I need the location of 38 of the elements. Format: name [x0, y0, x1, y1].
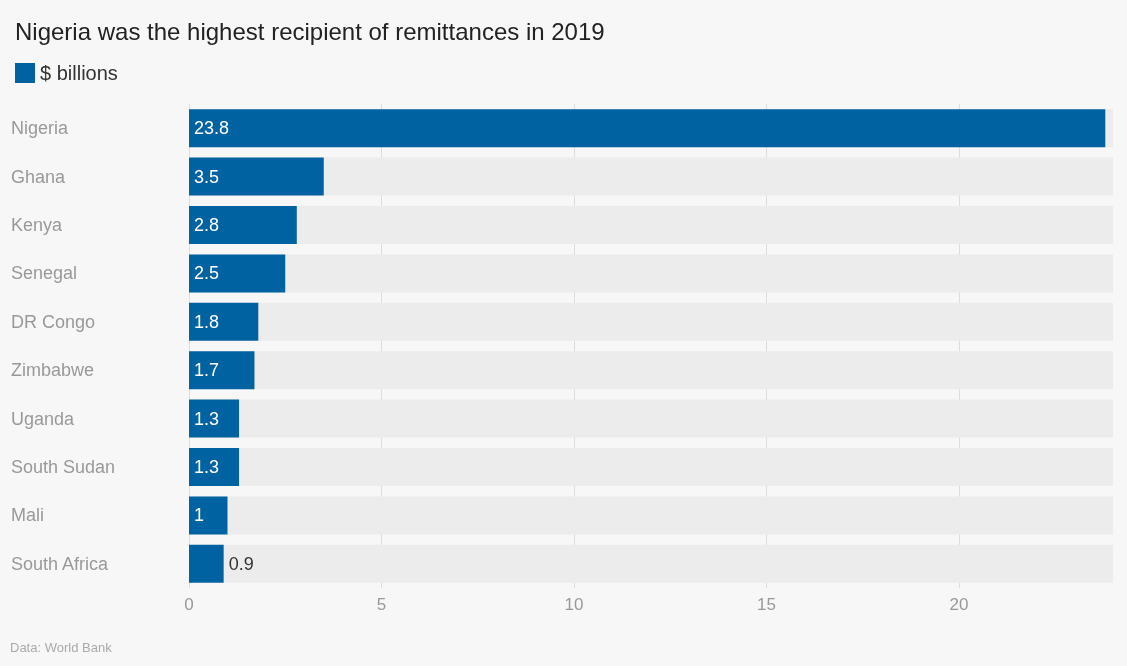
y-tick-label: Zimbabwe: [11, 360, 95, 381]
bar: [189, 109, 1106, 148]
bar: [189, 254, 286, 293]
data-label: 23.8: [194, 118, 230, 139]
y-tick-label: DR Congo: [11, 311, 96, 332]
bar: [189, 157, 324, 196]
x-tick-label: 15: [757, 595, 776, 614]
bar: [189, 351, 255, 390]
y-tick-label: South Africa: [11, 553, 110, 574]
x-tick-label: 20: [949, 595, 969, 614]
y-tick-label: South Sudan: [11, 457, 116, 477]
text: Data: World Bank: [10, 640, 113, 655]
bar: [189, 448, 240, 486]
y-tick-label: Ghana: [11, 166, 67, 187]
data-label: 1.3: [194, 408, 220, 429]
bar: [189, 399, 240, 438]
data-label: 1.8: [194, 311, 220, 332]
y-tick-label: Nigeria: [11, 118, 70, 139]
chart-title: Nigeria was the highest recipient of remittances in 2019: [15, 17, 605, 45]
data-label: 1: [194, 505, 205, 526]
data-label: 1.3: [194, 457, 220, 477]
x-tick-label: 5: [376, 595, 387, 614]
legend-label: $ billions: [40, 62, 118, 84]
bar: [189, 206, 297, 244]
y-tick-label: Uganda: [11, 408, 76, 429]
y-tick-label: Kenya: [11, 215, 64, 235]
data-label: 2.8: [194, 215, 220, 235]
bar: [189, 302, 259, 341]
bar: [189, 544, 224, 583]
x-tick-label: 10: [564, 595, 584, 614]
x-tick-label: 0: [184, 595, 194, 614]
data-label: 1.7: [194, 360, 220, 381]
data-label: 2.5: [194, 263, 220, 284]
y-tick-label: Senegal: [11, 263, 78, 284]
data-label: 3.5: [194, 166, 220, 187]
bar: [189, 496, 228, 535]
data-label: 0.9: [228, 553, 254, 574]
y-tick-label: Mali: [11, 505, 45, 526]
